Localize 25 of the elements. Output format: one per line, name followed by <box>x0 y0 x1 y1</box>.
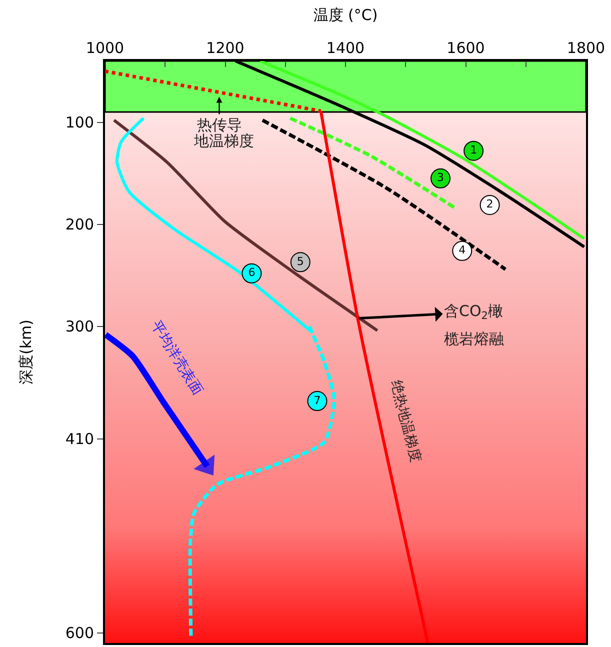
y-tick-label: 300 <box>65 318 94 336</box>
annotation: 榄岩熔融 <box>444 330 504 348</box>
annotation: 7 <box>314 394 321 407</box>
y-tick-label: 200 <box>65 216 94 234</box>
x-axis-title: 温度 (°C) <box>313 6 378 24</box>
y-tick-label: 410 <box>65 430 94 448</box>
x-tick-label: 1600 <box>446 39 485 57</box>
y-tick-label: 600 <box>65 624 94 642</box>
annotation: 5 <box>296 254 304 268</box>
annotation: 6 <box>248 266 256 280</box>
annotation: 平均洋壳表面 <box>148 318 206 398</box>
x-tick-label: 1800 <box>566 39 606 57</box>
x-tick-label: 1000 <box>86 39 124 57</box>
annotation: 4 <box>458 244 466 257</box>
annotation: 2 <box>486 198 494 211</box>
annotation: 地温梯度 <box>193 132 254 150</box>
x-tick-label: 1200 <box>206 39 244 57</box>
y-tick-label: 100 <box>65 114 94 132</box>
annotation: 3 <box>437 171 444 184</box>
annotation: 1 <box>470 144 478 157</box>
annotation: 含CO$_{2}$橄 <box>444 302 503 322</box>
annotation: 热传导 <box>197 116 242 134</box>
annotation: 绝热地温梯度 <box>387 378 424 464</box>
x-tick-label: 1400 <box>326 39 365 57</box>
y-axis-title: 深度(km) <box>17 319 36 385</box>
